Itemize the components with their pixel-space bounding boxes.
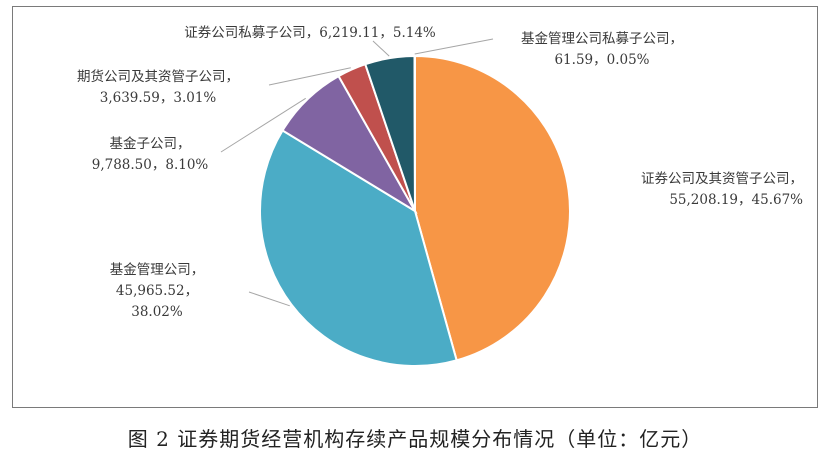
data-label-line: 期货公司及其资管子公司，	[77, 69, 239, 85]
leader-line	[220, 97, 306, 153]
data-label-line: 61.59，0.05%	[554, 52, 650, 68]
figure-caption: 图 2 证券期货经营机构存续产品规模分布情况（单位：亿元）	[127, 427, 703, 451]
data-label-line: 基金管理公司私募子公司，	[521, 31, 683, 47]
chart-frame: 证券公司及其资管子公司， 55,208.19，45.67% 基金管理公司， 45…	[12, 6, 818, 408]
pie-slice	[414, 54, 571, 362]
data-label-fund-management: 基金管理公司， 45,965.52， 38.02%	[101, 260, 213, 323]
leader-line	[248, 291, 290, 307]
data-label-line: 基金子公司，	[109, 136, 191, 152]
data-label-fund-subsidiaries: 基金子公司， 9,788.50，8.10%	[79, 134, 221, 176]
pie-slice	[259, 129, 458, 367]
data-label-securities-private-subsidiaries: 证券公司私募子公司，6,219.11，5.14%	[151, 23, 469, 44]
data-label-line: 3,639.59，3.01%	[99, 90, 217, 106]
leader-line	[414, 38, 494, 55]
leader-line	[268, 67, 351, 86]
data-label-fund-private-subsidiaries: 基金管理公司私募子公司， 61.59，0.05%	[491, 29, 713, 71]
data-label-line: 38.02%	[131, 304, 183, 320]
data-label-line: 9,788.50，8.10%	[91, 157, 209, 173]
pie-slice	[413, 54, 416, 212]
data-label-line: 45,965.52，	[115, 283, 199, 299]
data-label-futures-subsidiaries: 期货公司及其资管子公司， 3,639.59，3.01%	[47, 67, 269, 109]
pie-chart	[220, 38, 571, 367]
data-label-line: 证券公司私募子公司，6,219.11，5.14%	[184, 25, 436, 41]
data-label-line: 基金管理公司，	[109, 262, 205, 278]
leader-line	[372, 40, 390, 57]
data-label-securities-subsidiaries: 证券公司及其资管子公司， 55,208.19，45.67%	[581, 169, 803, 211]
data-label-line: 55,208.19，45.67%	[669, 192, 803, 208]
data-label-line: 证券公司及其资管子公司，	[641, 171, 803, 187]
